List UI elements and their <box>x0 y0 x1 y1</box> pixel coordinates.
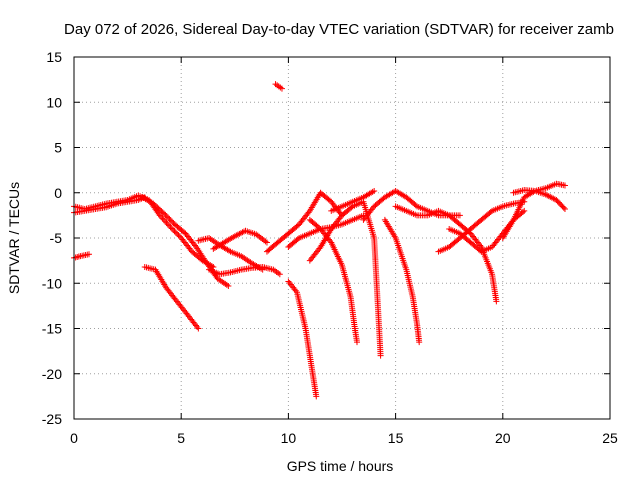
data-point <box>176 233 183 240</box>
x-axis-label: GPS time / hours <box>287 458 394 474</box>
data-point <box>412 202 419 209</box>
series-arc-19 <box>435 198 528 255</box>
data-point <box>561 206 568 213</box>
data-point <box>162 211 169 218</box>
data-point <box>521 207 528 214</box>
data-point <box>170 226 177 233</box>
y-tick-label: -20 <box>42 366 62 382</box>
y-tick-label: -5 <box>50 230 63 246</box>
data-point <box>166 222 173 229</box>
y-tick-label: 15 <box>46 49 62 65</box>
series-arc-13 <box>306 216 361 346</box>
data-point <box>316 224 323 231</box>
data-point <box>493 298 500 305</box>
data-point <box>294 222 301 229</box>
data-point <box>371 187 378 194</box>
chart-title: Day 072 of 2026, Sidereal Day-to-day VTE… <box>64 21 614 38</box>
series-arc-20 <box>446 207 528 255</box>
x-tick-label: 25 <box>602 430 618 446</box>
data-point <box>164 221 171 228</box>
y-tick-label: 10 <box>46 94 62 110</box>
data-point <box>561 182 568 189</box>
data-point <box>313 393 320 400</box>
series-arc-15 <box>328 187 378 214</box>
data-point <box>172 229 179 236</box>
series-arc-07 <box>206 263 283 278</box>
data-point <box>276 271 283 278</box>
data-point <box>225 282 232 289</box>
series-arc-08 <box>210 227 270 252</box>
series-arc-11 <box>285 278 320 400</box>
data-point <box>354 339 361 346</box>
series-arc-09 <box>272 81 285 92</box>
data-point <box>162 218 169 225</box>
data-point <box>167 217 174 224</box>
x-tick-label: 0 <box>70 430 78 446</box>
data-point <box>195 325 202 332</box>
data-point <box>161 210 168 217</box>
data-point <box>169 218 176 225</box>
y-tick-label: -15 <box>42 321 62 337</box>
data-point <box>326 197 333 204</box>
data-point <box>160 216 167 223</box>
data-point <box>174 230 181 237</box>
x-tick-label: 15 <box>388 430 404 446</box>
y-tick-label: -10 <box>42 275 62 291</box>
data-point <box>416 339 423 346</box>
data-point <box>165 214 172 221</box>
data-point <box>159 215 166 222</box>
data-point <box>560 204 567 211</box>
data-point <box>456 212 463 219</box>
data-point <box>263 239 270 246</box>
data-point <box>168 225 175 232</box>
y-tick-label: -25 <box>42 411 62 427</box>
data-point <box>159 209 166 216</box>
data-point <box>171 228 178 235</box>
data-point <box>487 208 494 215</box>
data-point <box>156 212 163 219</box>
series-arc-22 <box>510 187 568 213</box>
data-points <box>71 81 568 400</box>
series-arc-17 <box>381 216 423 346</box>
x-tick-label: 5 <box>177 430 185 446</box>
x-tick-label: 10 <box>281 430 297 446</box>
data-point <box>181 229 188 236</box>
data-point <box>163 219 170 226</box>
y-axis-label: SDTVAR / TECUs <box>6 182 22 294</box>
data-point <box>294 236 301 243</box>
data-point <box>166 215 173 222</box>
y-tick-label: 0 <box>54 185 62 201</box>
data-point <box>86 251 93 258</box>
data-point <box>519 208 526 215</box>
x-tick-label: 20 <box>495 430 511 446</box>
data-point <box>278 85 285 92</box>
data-point <box>158 213 165 220</box>
data-point <box>167 224 174 231</box>
data-point <box>175 232 182 239</box>
y-tick-label: 5 <box>54 140 62 156</box>
axis-ticks: 0 5 10 15 20 25 -25 -20 -15 -10 -5 0 5 10 15 <box>42 49 618 446</box>
data-point <box>377 352 384 359</box>
series-arc-04 <box>141 263 202 332</box>
data-point <box>163 213 170 220</box>
